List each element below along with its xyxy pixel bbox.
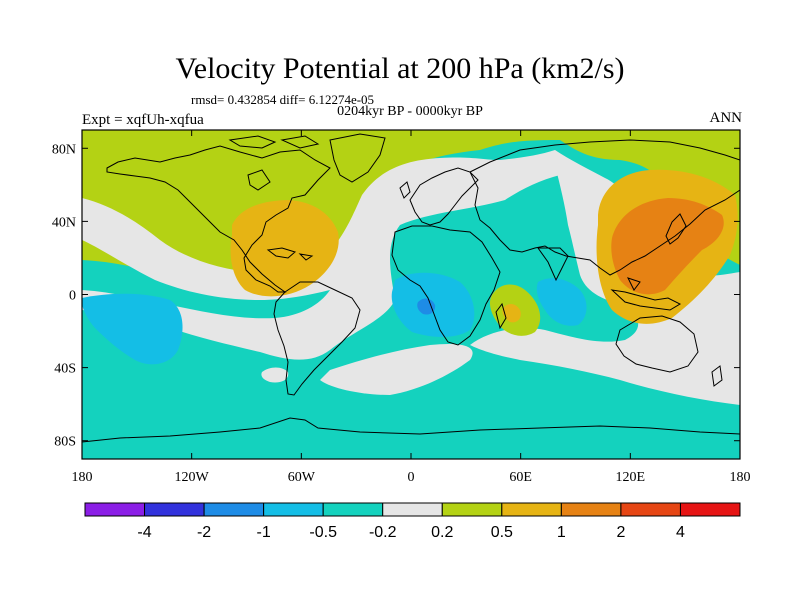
colorbar-label: 0.2 xyxy=(431,524,453,541)
y-tick-label: 40N xyxy=(52,215,76,230)
colorbar-swatch xyxy=(679,502,741,517)
coast-antarctica xyxy=(82,417,740,443)
period-label: 0204kyr BP - 0000kyr BP xyxy=(337,104,483,119)
coast-europe xyxy=(409,167,479,226)
coast-indonesia xyxy=(610,277,682,311)
colorbar: -4 -2 -1 -0.5 -0.2 0.2 0.5 1 2 4 xyxy=(84,502,741,541)
coast-africa xyxy=(391,225,501,346)
coast-madagascar xyxy=(495,302,507,330)
coast-india xyxy=(537,247,569,282)
x-axis-ticks: 180 120W 60W 0 60E 120E 180 xyxy=(72,130,751,485)
colorbar-label: -0.2 xyxy=(369,524,397,541)
colorbar-label: 1 xyxy=(557,524,566,541)
field-pos-north-america xyxy=(230,200,339,297)
field-neutral-west xyxy=(82,150,560,360)
colorbar-swatch xyxy=(382,502,443,517)
colorbar-swatch xyxy=(203,502,265,517)
colorbar-swatch xyxy=(441,502,503,517)
colorbar-swatch xyxy=(322,502,384,517)
experiment-label: Expt = xqfUh-xqfua xyxy=(82,112,204,128)
contour-fields xyxy=(82,130,740,459)
x-tick-label: 120E xyxy=(616,470,646,485)
x-tick-label: 180 xyxy=(730,470,751,485)
colorbar-label: -2 xyxy=(197,524,211,541)
coast-new-zealand xyxy=(711,365,723,387)
colorbar-label: 0.5 xyxy=(491,524,513,541)
y-tick-label: 0 xyxy=(69,289,76,304)
x-tick-label: 180 xyxy=(72,470,93,485)
season-label: ANN xyxy=(709,110,743,126)
colorbar-swatch xyxy=(84,502,146,517)
field-neg-central-pacific xyxy=(82,293,183,365)
y-axis-ticks: 80N 40N 0 40S 80S xyxy=(52,142,740,450)
coast-caribbean xyxy=(266,247,314,261)
coast-arctic-islands xyxy=(228,135,320,191)
colorbar-label: -4 xyxy=(137,524,151,541)
plot-title: Velocity Potential at 200 hPa (km2/s) xyxy=(175,52,625,85)
y-tick-label: 80N xyxy=(52,142,76,157)
y-tick-label: 80S xyxy=(54,435,76,450)
colorbar-label: 4 xyxy=(676,524,685,541)
field-neg-core-africa xyxy=(417,298,436,315)
coastlines xyxy=(82,133,740,443)
colorbar-label: 2 xyxy=(616,524,625,541)
x-tick-label: 0 xyxy=(408,470,415,485)
coast-australia xyxy=(615,315,699,373)
x-tick-label: 120W xyxy=(175,470,210,485)
coast-asia xyxy=(469,139,740,276)
colorbar-swatch xyxy=(560,502,622,517)
colorbar-label: -0.5 xyxy=(309,524,337,541)
field-neutral-south-atlantic xyxy=(320,343,473,395)
coast-british-isles xyxy=(399,181,411,199)
colorbar-swatch xyxy=(263,502,324,517)
colorbar-swatch xyxy=(144,502,205,517)
coast-greenland xyxy=(329,133,386,183)
coast-north-america xyxy=(106,145,331,293)
colorbar-label: -1 xyxy=(257,524,271,541)
field-plus-east-africa xyxy=(502,304,521,323)
coast-japan xyxy=(665,213,687,245)
x-tick-label: 60W xyxy=(288,470,316,485)
field-neg-indian xyxy=(536,278,587,326)
x-tick-label: 60E xyxy=(509,470,532,485)
colorbar-swatch xyxy=(501,502,562,517)
rmsd-diff-label: rmsd= 0.432854 diff= 6.12274e-05 xyxy=(191,92,375,107)
field-pos-core-east-asia xyxy=(611,198,724,295)
colorbar-swatch xyxy=(620,502,681,517)
y-tick-label: 40S xyxy=(54,362,76,377)
field-neutral-chile xyxy=(261,367,289,383)
coast-south-america xyxy=(273,281,361,396)
